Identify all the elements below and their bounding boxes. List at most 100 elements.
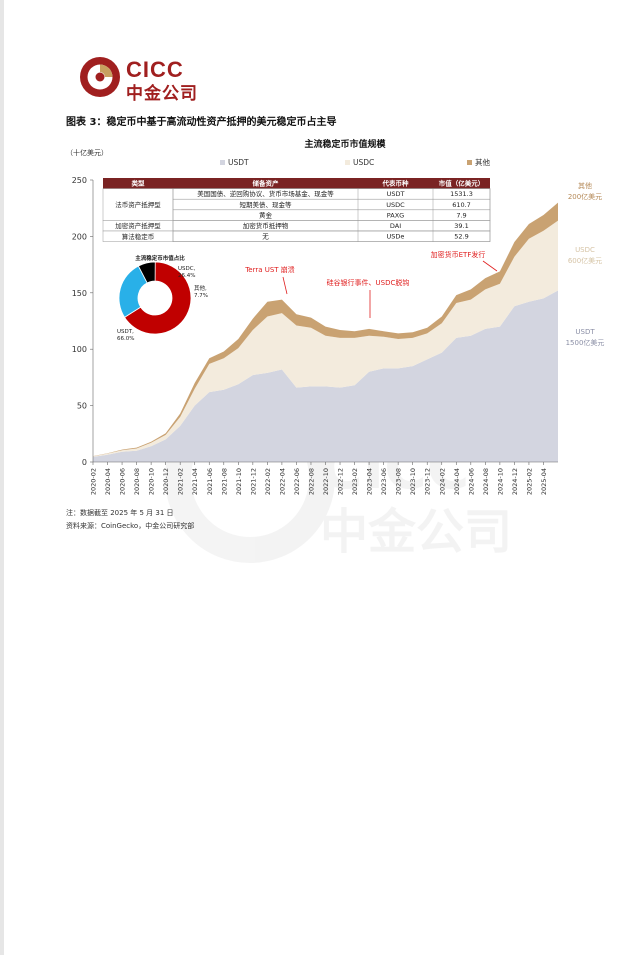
brand-name-en: CICC	[126, 57, 184, 82]
table-value-cell: 1531.3	[450, 190, 473, 198]
table-header-cell: 市值（亿美元）	[439, 179, 485, 188]
donut-label-name: 其他,	[194, 284, 207, 292]
table-type-cell: 加密资产抵押型	[115, 221, 161, 230]
x-tick-label: 2020-10	[148, 468, 156, 495]
footnote-source: 资料来源：CoinGecko，中金公司研究部	[66, 522, 195, 530]
figure-title: 图表 3：稳定币中基于高流动性资产抵押的美元稳定币占主导	[66, 117, 337, 128]
table-coin-cell: USDe	[387, 233, 405, 241]
legend-swatch-USDT	[220, 160, 225, 165]
x-tick-label: 2024-04	[453, 468, 461, 495]
donut-label-name: USDT,	[117, 329, 134, 335]
x-tick-label: 2022-06	[293, 468, 301, 495]
end-label-name: USDT	[575, 328, 595, 336]
x-tick-label: 2020-06	[119, 468, 127, 495]
x-tick-label: 2021-06	[206, 468, 214, 495]
table-coin-cell: USDT	[387, 190, 405, 198]
chart-title: 主流稳定币市值规模	[304, 138, 386, 150]
annotation-text: Terra UST 崩溃	[244, 265, 295, 274]
annotation-text: 加密货币ETF发行	[431, 250, 486, 259]
table-value-cell: 610.7	[452, 201, 471, 209]
legend-label-其他: 其他	[475, 157, 490, 167]
y-tick-label: 150	[72, 289, 87, 298]
table-asset-cell: 无	[262, 233, 269, 241]
y-axis-label: （十亿美元）	[66, 148, 108, 157]
x-tick-label: 2025-02	[525, 468, 533, 495]
x-tick-label: 2024-06	[467, 468, 475, 495]
x-tick-label: 2022-10	[322, 468, 330, 495]
x-tick-label: 2021-12	[249, 468, 257, 495]
table-header-cell: 类型	[132, 179, 146, 188]
x-tick-label: 2023-10	[409, 468, 417, 495]
share-donut-chart: 主流稳定币市值占比 USDC,26.4% 其他,7.7% USDT,66.0%	[117, 254, 208, 342]
donut-label-value: 7.7%	[194, 293, 208, 299]
table-group-bg	[102, 188, 491, 221]
end-label-name: 其他	[578, 181, 592, 190]
cicc-logo: CICC 中金公司	[78, 55, 208, 104]
donut-label-value: 26.4%	[178, 273, 195, 279]
brand-name-cn: 中金公司	[126, 84, 198, 104]
table-asset-cell: 黄金	[259, 210, 273, 219]
x-tick-label: 2022-12	[337, 468, 345, 495]
donut-slice-USDT	[124, 261, 192, 335]
table-value-cell: 7.9	[456, 211, 466, 219]
x-tick-label: 2021-10	[235, 468, 243, 495]
footnote-note: 注：数据截至 2025 年 5 月 31 日	[66, 509, 174, 517]
table-coin-cell: USDC	[386, 201, 405, 209]
x-tick-label: 2020-12	[162, 468, 170, 495]
series-area-USDC	[93, 220, 558, 457]
x-tick-label: 2021-04	[191, 468, 199, 495]
series-end-labels: 其他 200亿美元 USDC 600亿美元 USDT 1500亿美元	[566, 181, 605, 347]
x-tick-label: 2023-08	[395, 468, 403, 495]
x-tick-label: 2020-08	[133, 468, 141, 495]
table-coin-cell: PAXG	[387, 211, 404, 219]
table-group-bg	[102, 220, 491, 232]
page-edge	[0, 0, 4, 955]
table-asset-cell: 加密货币抵押物	[243, 221, 289, 230]
legend-swatch-USDC	[345, 160, 350, 165]
x-tick-label: 2023-02	[351, 468, 359, 495]
end-label-name: USDC	[575, 246, 595, 254]
x-tick-label: 2022-02	[264, 468, 272, 495]
x-tick-label: 2024-02	[438, 468, 446, 495]
table-header-bg	[103, 178, 490, 189]
table-asset-cell: 美国国债、逆回购协议、货币市场基金、现金等	[197, 189, 334, 198]
series-area-USDT	[93, 290, 558, 462]
annotation-arrow	[482, 260, 498, 272]
x-tick-label: 2024-10	[496, 468, 504, 495]
y-tick-label: 250	[72, 176, 87, 185]
end-label-value: 1500亿美元	[566, 338, 605, 347]
plot-area	[93, 202, 558, 462]
donut-label-name: USDC,	[178, 266, 196, 272]
table-value-cell: 39.1	[454, 222, 468, 230]
x-tick-label: 2022-08	[307, 468, 315, 495]
y-tick-label: 50	[77, 402, 87, 411]
x-tick-label: 2022-04	[278, 468, 286, 495]
legend-label-USDT: USDT	[228, 158, 249, 167]
table-group-bg	[102, 230, 491, 242]
end-label-value: 200亿美元	[568, 192, 602, 201]
cicc-emblem-icon	[80, 57, 120, 97]
x-tick-label: 2024-12	[511, 468, 519, 495]
table-type-cell: 算法稳定币	[122, 232, 155, 241]
axes: 0 50 100 150 200 250 2020-02 2020-04 2020-06 2020…	[72, 176, 558, 495]
table-header-cell: 代表币种	[382, 179, 410, 188]
table-asset-cell: 短期美债、现金等	[240, 200, 293, 209]
series-area-其他	[93, 202, 558, 457]
table-value-cell: 52.9	[454, 233, 468, 241]
y-tick-label: 200	[72, 232, 87, 241]
x-tick-label: 2023-12	[424, 468, 432, 495]
annotation-arrow	[282, 276, 288, 295]
legend-swatch-其他	[467, 160, 472, 165]
table-coin-cell: DAI	[390, 222, 401, 230]
x-tick-label: 2020-02	[90, 468, 98, 495]
donut-slice-其他	[137, 261, 156, 284]
donut-title: 主流稳定币市值占比	[135, 254, 185, 262]
x-tick-label: 2020-04	[104, 468, 112, 495]
stablecoin-chart: CICC 中金公司 主流稳定币市值规模 （十亿美元） USDT USDC 其他 05…	[66, 138, 605, 563]
reserve-table: 类型 储备资产 代表币种 市值（亿美元） 法币资产抵押型 美国国债、逆回购协议、货币市场基…	[102, 178, 491, 242]
x-tick-label: 2021-08	[220, 468, 228, 495]
end-label-value: 600亿美元	[568, 256, 602, 265]
legend-label-USDC: USDC	[353, 158, 374, 167]
x-tick-label: 2025-04	[540, 468, 548, 495]
